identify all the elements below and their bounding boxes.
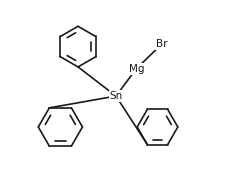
Text: Sn: Sn bbox=[109, 91, 122, 101]
Text: Mg: Mg bbox=[128, 64, 143, 74]
Text: Br: Br bbox=[155, 39, 167, 49]
